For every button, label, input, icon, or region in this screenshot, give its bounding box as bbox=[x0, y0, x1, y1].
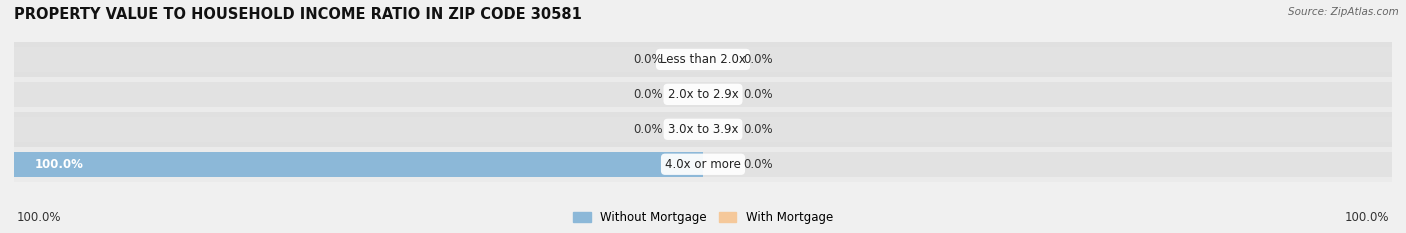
Bar bbox=[14, 47, 703, 72]
Text: 100.0%: 100.0% bbox=[35, 158, 83, 171]
Text: 3.0x to 3.9x: 3.0x to 3.9x bbox=[668, 123, 738, 136]
Text: 4.0x or more: 4.0x or more bbox=[665, 158, 741, 171]
Text: 0.0%: 0.0% bbox=[633, 88, 662, 101]
Text: 0.0%: 0.0% bbox=[744, 53, 773, 66]
Bar bbox=[703, 47, 1392, 72]
Text: PROPERTY VALUE TO HOUSEHOLD INCOME RATIO IN ZIP CODE 30581: PROPERTY VALUE TO HOUSEHOLD INCOME RATIO… bbox=[14, 7, 582, 22]
Bar bbox=[14, 42, 1392, 77]
Text: Source: ZipAtlas.com: Source: ZipAtlas.com bbox=[1288, 7, 1399, 17]
Bar bbox=[703, 152, 1392, 177]
Text: 2.0x to 2.9x: 2.0x to 2.9x bbox=[668, 88, 738, 101]
Bar bbox=[14, 77, 1392, 112]
Text: 100.0%: 100.0% bbox=[1344, 211, 1389, 224]
Legend: Without Mortgage, With Mortgage: Without Mortgage, With Mortgage bbox=[568, 206, 838, 229]
Bar bbox=[14, 112, 1392, 147]
Text: 0.0%: 0.0% bbox=[633, 123, 662, 136]
Text: 0.0%: 0.0% bbox=[744, 123, 773, 136]
Bar bbox=[14, 152, 703, 177]
Text: 0.0%: 0.0% bbox=[744, 88, 773, 101]
Bar bbox=[14, 152, 703, 177]
Text: 0.0%: 0.0% bbox=[633, 53, 662, 66]
Text: Less than 2.0x: Less than 2.0x bbox=[659, 53, 747, 66]
Bar bbox=[703, 117, 1392, 142]
Bar bbox=[14, 117, 703, 142]
Text: 0.0%: 0.0% bbox=[744, 158, 773, 171]
Bar bbox=[703, 82, 1392, 107]
Text: 100.0%: 100.0% bbox=[17, 211, 62, 224]
Bar bbox=[14, 82, 703, 107]
Bar bbox=[14, 147, 1392, 182]
